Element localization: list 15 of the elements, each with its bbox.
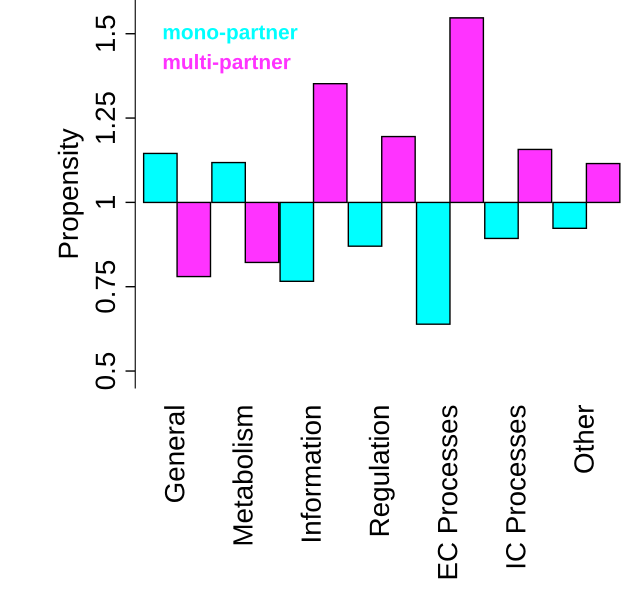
x-tick-label: EC Processes	[438, 406, 458, 578]
y-axis-title: Propensity	[58, 128, 84, 258]
y-tick-label: 1	[96, 196, 115, 208]
x-tick-label: IC Processes	[506, 406, 526, 568]
text: mono-partner	[164, 26, 298, 44]
y-tick-label: 0.75	[96, 260, 116, 313]
y-tick-label: 1.5	[96, 16, 116, 51]
y-tick-label: 1.25	[96, 92, 116, 143]
x-tick-label: General	[164, 406, 185, 502]
x-tick-label: Other	[573, 405, 594, 473]
y-tick-label: 0.5	[96, 352, 116, 390]
x-tick-label: Metabolism	[232, 406, 253, 544]
x-tick-label: Regulation	[368, 406, 395, 536]
series-label: multi-partner	[164, 54, 291, 74]
x-tick-label: Information	[300, 406, 321, 541]
